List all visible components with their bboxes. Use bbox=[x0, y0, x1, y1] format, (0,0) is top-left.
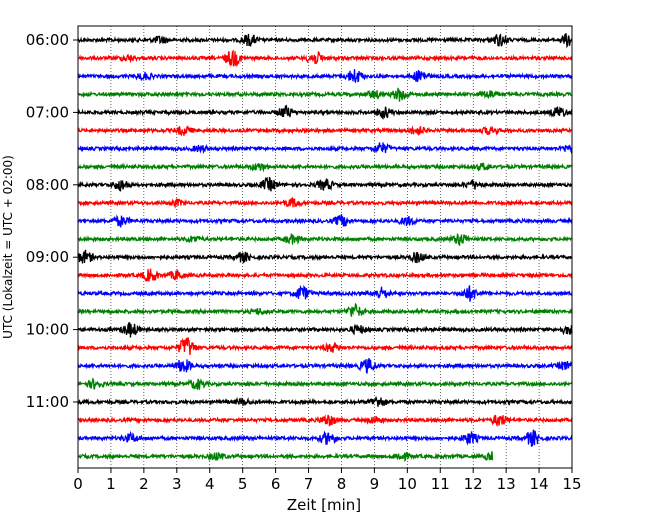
seismic-trace bbox=[77, 249, 573, 264]
seismic-trace bbox=[77, 284, 573, 302]
x-axis-label: Zeit [min] bbox=[287, 496, 361, 514]
seismic-trace bbox=[77, 87, 573, 102]
seismic-trace bbox=[77, 197, 573, 209]
x-tick-label: 4 bbox=[205, 475, 215, 493]
seismic-trace bbox=[78, 302, 573, 317]
x-tick-label: 5 bbox=[238, 475, 248, 493]
plot-frame bbox=[77, 25, 573, 469]
traces bbox=[77, 33, 573, 463]
seismic-trace bbox=[77, 451, 494, 463]
x-tick-label: 15 bbox=[562, 475, 581, 493]
seismic-trace bbox=[77, 268, 573, 283]
x-tick-label: 3 bbox=[172, 475, 182, 493]
y-axis-ticks: 06:00 07:00 08:00 09:00 10:00 11:00 bbox=[26, 31, 78, 411]
seismic-trace bbox=[77, 377, 573, 391]
seismic-trace bbox=[77, 176, 573, 192]
seismic-trace bbox=[77, 396, 573, 407]
x-tick-label: 13 bbox=[497, 475, 516, 493]
seismic-trace bbox=[77, 49, 573, 68]
y-tick-label: 09:00 bbox=[26, 248, 69, 266]
x-tick-label: 10 bbox=[398, 475, 417, 493]
seismic-trace bbox=[77, 337, 573, 356]
x-tick-label: 6 bbox=[271, 475, 281, 493]
y-tick-label: 11:00 bbox=[26, 393, 69, 411]
seismic-trace bbox=[77, 124, 573, 137]
x-tick-label: 12 bbox=[464, 475, 483, 493]
seismic-trace bbox=[77, 142, 573, 155]
x-tick-label: 8 bbox=[337, 475, 347, 493]
y-tick-label: 10:00 bbox=[26, 321, 69, 339]
x-tick-label: 0 bbox=[73, 475, 83, 493]
seismic-trace bbox=[77, 357, 573, 374]
x-tick-label: 1 bbox=[106, 475, 116, 493]
seismic-trace bbox=[77, 214, 573, 228]
seismic-trace bbox=[77, 429, 573, 447]
y-axis-label: UTC (Lokalzeit = UTC + 02:00) bbox=[1, 155, 15, 339]
x-tick-label: 2 bbox=[139, 475, 149, 493]
seismic-trace bbox=[77, 232, 573, 246]
seismic-trace bbox=[77, 414, 573, 428]
x-axis-ticks: 0 1 2 3 4 5 6 7 8 9 10 11 12 13 14 15 bbox=[73, 468, 582, 493]
y-tick-label: 07:00 bbox=[26, 103, 69, 121]
x-tick-label: 14 bbox=[530, 475, 549, 493]
y-tick-label: 06:00 bbox=[26, 31, 69, 49]
seismic-trace bbox=[77, 104, 573, 120]
seismic-trace bbox=[77, 321, 573, 338]
y-tick-label: 08:00 bbox=[26, 176, 69, 194]
x-tick-label: 11 bbox=[431, 475, 450, 493]
x-tick-label: 9 bbox=[370, 475, 380, 493]
x-tick-label: 7 bbox=[304, 475, 314, 493]
seismic-trace bbox=[77, 33, 573, 49]
seismic-trace bbox=[77, 69, 573, 84]
seismic-trace bbox=[77, 162, 573, 173]
